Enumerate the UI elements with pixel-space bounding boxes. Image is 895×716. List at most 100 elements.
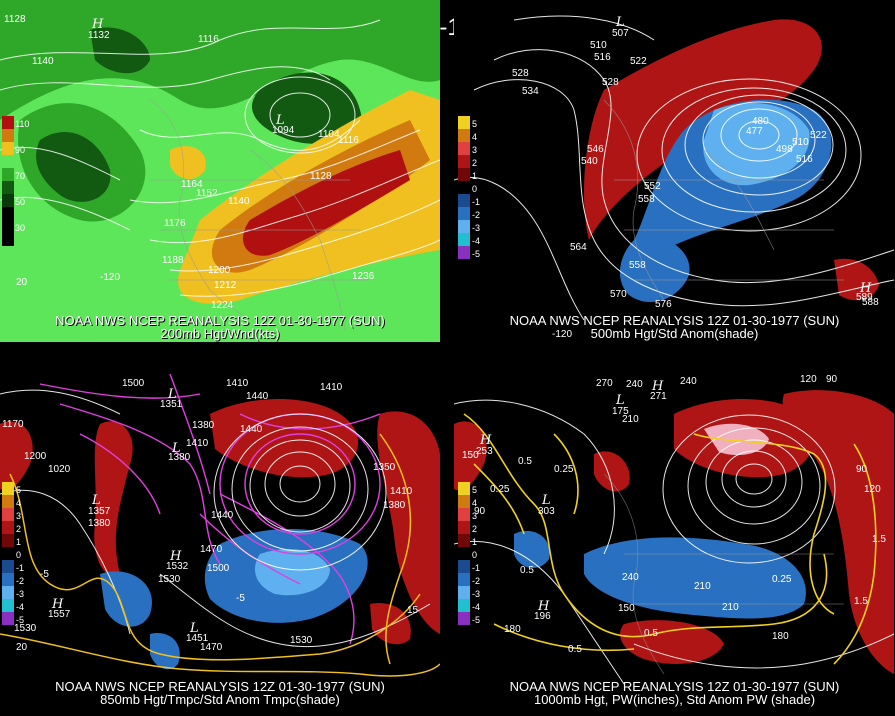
svg-text:1176: 1176 [164,218,186,229]
svg-text:1116: 1116 [198,34,219,45]
svg-text:1357: 1357 [88,506,111,517]
svg-text:-5: -5 [236,593,245,604]
svg-text:1128: 1128 [4,14,26,25]
svg-text:20: 20 [16,642,28,653]
svg-text:588: 588 [862,297,879,308]
anomaly-legend-1000mb [458,482,470,625]
svg-text:0.5: 0.5 [568,644,582,655]
svg-text:1.5: 1.5 [872,534,886,545]
svg-text:H: H [479,433,492,448]
svg-text:1470: 1470 [200,544,223,555]
svg-text:240: 240 [622,572,639,583]
svg-text:H: H [651,379,664,394]
svg-text:180: 180 [504,624,521,635]
panel-1000mb-caption-line2: 1000mb Hgt, PW(inches), Std Anom PW (sha… [533,692,816,707]
svg-text:510: 510 [590,40,607,51]
svg-text:480: 480 [752,116,769,127]
svg-text:498: 498 [776,144,793,155]
svg-text:1094: 1094 [272,125,295,136]
svg-text:1530: 1530 [158,574,181,585]
panel-500mb-map: 510 516 522 528 528 534 546 540 552 558 … [454,0,895,342]
svg-text:-120: -120 [552,329,572,340]
svg-text:1530: 1530 [14,623,37,634]
svg-text:1440: 1440 [240,424,263,435]
svg-text:180: 180 [772,631,789,642]
svg-text:576: 576 [655,299,672,310]
svg-text:1236: 1236 [352,271,375,282]
svg-text:L: L [615,393,625,408]
panel-500mb-caption-line1: NOAA NWS NCEP REANALYSIS 12Z 01-30-1977 … [509,313,840,328]
svg-text:-120: -120 [100,272,120,283]
svg-text:540: 540 [581,156,598,167]
svg-text:516: 516 [594,52,611,63]
svg-text:L: L [171,441,181,456]
svg-text:528: 528 [602,77,619,88]
svg-text:150: 150 [462,450,479,461]
svg-text:L: L [167,387,177,402]
svg-text:1128: 1128 [310,171,332,182]
svg-text:L: L [615,15,625,30]
svg-text:L: L [91,493,101,508]
svg-text:534: 534 [522,86,539,97]
svg-text:546: 546 [587,144,604,155]
svg-text:558: 558 [638,194,655,205]
svg-text:1140: 1140 [32,56,54,67]
svg-text:0.5: 0.5 [520,565,534,576]
svg-text:1470: 1470 [200,642,223,653]
svg-text:210: 210 [622,414,639,425]
svg-text:H: H [91,17,104,32]
svg-text:120: 120 [864,484,881,495]
svg-text:1152: 1152 [196,188,218,199]
anomaly-legend-850mb [2,482,14,625]
wind-speed-legend [2,116,14,246]
svg-text:303: 303 [538,506,555,517]
svg-text:0.25: 0.25 [772,574,792,585]
svg-text:1530: 1530 [290,635,313,646]
svg-text:1380: 1380 [88,518,111,529]
svg-text:510: 510 [792,137,809,148]
svg-text:1224: 1224 [211,300,234,311]
svg-text:1350: 1350 [373,462,396,473]
svg-text:175: 175 [612,406,629,417]
panel-1000mb-caption-line1: NOAA NWS NCEP REANALYSIS 12Z 01-30-1977 … [509,679,840,694]
svg-text:1410: 1410 [226,378,249,389]
svg-text:589: 589 [856,292,873,303]
panel-850mb: 1500 1410 1440 1410 1380 1410 1440 1170 … [0,374,440,716]
svg-text:196: 196 [534,611,551,622]
anomaly-legend-500mb-labels: 5 4 3 2 1 0 -1 -2 -3 -4 -5 [472,119,481,259]
svg-text:1557: 1557 [48,609,71,620]
svg-text:1532: 1532 [166,561,189,572]
svg-text:0.5: 0.5 [518,456,532,467]
svg-text:1020: 1020 [48,464,71,475]
svg-text:90: 90 [826,374,838,385]
svg-text:1451: 1451 [186,633,209,644]
wind-speed-legend-labels: 110 90 70 50 30 [15,119,30,233]
panel-200mb-caption-line2: 200mb Hgt/Wnd(kts) [160,326,280,341]
svg-text:240: 240 [626,379,643,390]
panel-200mb: 1128 1140 1116 1104 1116 1128 1164 1152 … [0,0,440,342]
svg-text:15: 15 [407,605,419,616]
panel-850mb-caption-line1: NOAA NWS NCEP REANALYSIS 12Z 01-30-1977 … [55,679,385,694]
svg-text:1410: 1410 [320,382,343,393]
anomaly-legend-850mb-labels: 5 4 3 2 1 0 -1 -2 -3 -4 -5 [16,485,25,625]
svg-text:90: 90 [856,464,868,475]
svg-text:120: 120 [800,374,817,385]
svg-text:0.25: 0.25 [490,484,510,495]
svg-text:1410: 1410 [390,486,413,497]
panel-500mb-caption-line2: 500mb Hgt/Std Anom(shade) [590,326,759,341]
svg-text:1104: 1104 [318,129,340,140]
anomaly-legend-1000mb-labels: 5 4 3 2 1 0 -1 -2 -3 -4 -5 [472,485,481,625]
svg-text:1164: 1164 [181,179,203,190]
svg-text:253: 253 [476,446,493,457]
svg-text:H: H [51,597,64,612]
svg-text:570: 570 [610,289,627,300]
svg-text:H: H [537,599,550,614]
svg-text:L: L [275,113,285,128]
svg-text:-5: -5 [40,569,49,580]
svg-text:270: 270 [596,378,613,389]
svg-text:240: 240 [680,376,697,387]
svg-text:1116: 1116 [338,135,359,146]
svg-text:507: 507 [612,28,629,39]
panel-200mb-caption-line1: NOAA NWS NCEP REANALYSIS 12Z 01-30-1977 … [55,313,385,328]
panel-500mb: 510 516 522 528 528 534 546 540 552 558 … [454,0,895,342]
